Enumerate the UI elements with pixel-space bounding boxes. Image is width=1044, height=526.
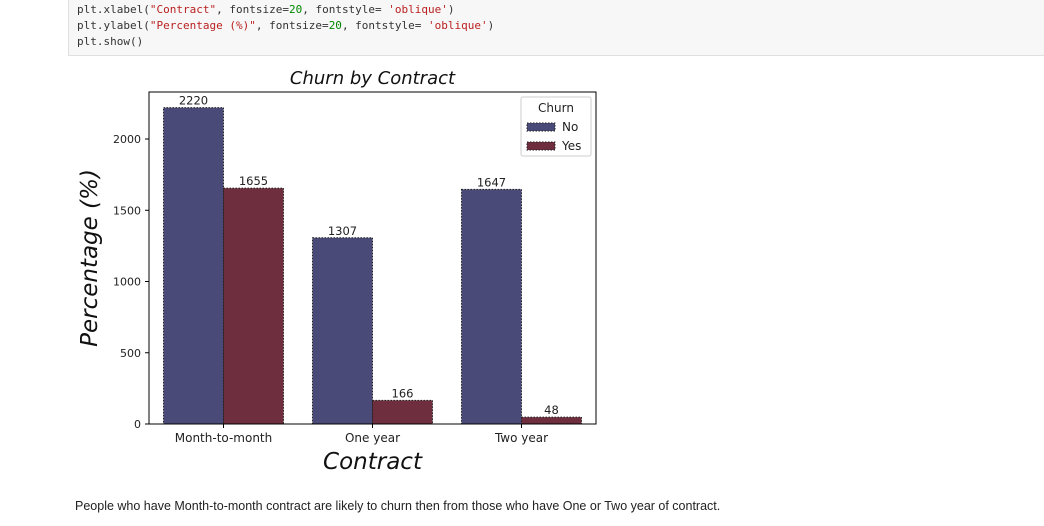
bar-data-label: 1307 [328,224,357,238]
legend-label-no: No [562,120,578,134]
x-tick-label: Month-to-month [175,431,273,445]
bar-data-label: 166 [392,386,414,400]
legend-label-yes: Yes [561,139,581,153]
bar-no [163,107,224,425]
code-cell[interactable]: plt.xlabel("Contract", fontsize=20, font… [68,0,1044,56]
bar-yes [223,187,284,425]
y-axis-label: Percentage (%) [77,169,103,347]
y-tick-label: 1500 [113,204,141,217]
churn-bar-chart: Churn by Contract 2220 1307 1647 1655 166 48 0 5… [77,68,597,475]
y-tick-label: 0 [134,418,141,431]
bar-no [312,237,373,425]
code-line: plt.xlabel("Contract", fontsize=20, font… [77,3,455,16]
y-tick-label: 2000 [113,133,141,146]
bar-no [461,188,522,425]
chart-title: Churn by Contract [290,68,456,89]
legend-title: Churn [538,101,574,115]
x-tick-label: Two year [494,431,548,445]
bar-yes [372,399,433,425]
code-line: plt.ylabel("Percentage (%)", fontsize=20… [77,19,495,32]
bar-yes [521,416,582,425]
y-tick-label: 1000 [113,276,141,289]
analysis-note: People who have Month-to-month contract … [75,499,721,513]
legend-box [520,96,592,157]
bar-data-label: 1647 [477,175,506,189]
bar-data-label: 1655 [239,174,268,188]
x-axis-label: Contract [323,449,423,475]
bar-data-label: 48 [544,403,559,417]
legend-swatch-no [526,122,556,132]
y-tick-label: 500 [120,347,141,360]
bar-data-label: 2220 [179,94,208,108]
x-tick-label: One year [345,431,400,445]
code-line: plt.show() [77,35,144,48]
legend-swatch-yes [526,141,556,151]
